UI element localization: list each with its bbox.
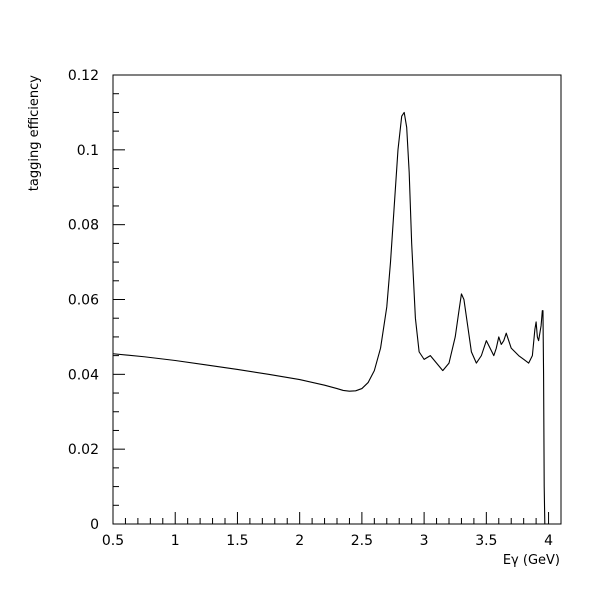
x-axis-tick-labels: 0.5 1 1.5 2 2.5 3 3.5 4 — [102, 533, 553, 549]
y-tick-label: 0.02 — [68, 442, 99, 458]
y-tick-label: 0.06 — [68, 293, 99, 309]
y-axis-tick-labels: 0 0.02 0.04 0.06 0.08 0.1 0.12 — [68, 68, 99, 533]
y-tick-label: 0.04 — [68, 367, 99, 383]
y-axis-label: tagging efficiency — [27, 75, 42, 192]
x-tick-label: 1 — [171, 533, 180, 549]
x-tick-label: 1.5 — [226, 533, 248, 549]
x-tick-label: 3.5 — [475, 533, 497, 549]
y-axis-ticks — [113, 74, 125, 525]
x-axis-ticks — [112, 512, 562, 524]
x-tick-label: 0.5 — [102, 533, 124, 549]
x-axis-label: Eγ (GeV) — [503, 553, 560, 568]
y-tick-label: 0.1 — [77, 143, 99, 159]
y-tick-label: 0.12 — [68, 68, 99, 84]
x-tick-label: 4 — [544, 533, 553, 549]
y-tick-label: 0.08 — [68, 218, 99, 234]
x-tick-label: 2.5 — [351, 533, 373, 549]
x-tick-label: 3 — [420, 533, 429, 549]
series-line — [112, 111, 546, 525]
y-tick-label: 0 — [90, 517, 99, 533]
x-tick-label: 2 — [295, 533, 304, 549]
plot-frame — [112, 74, 562, 525]
